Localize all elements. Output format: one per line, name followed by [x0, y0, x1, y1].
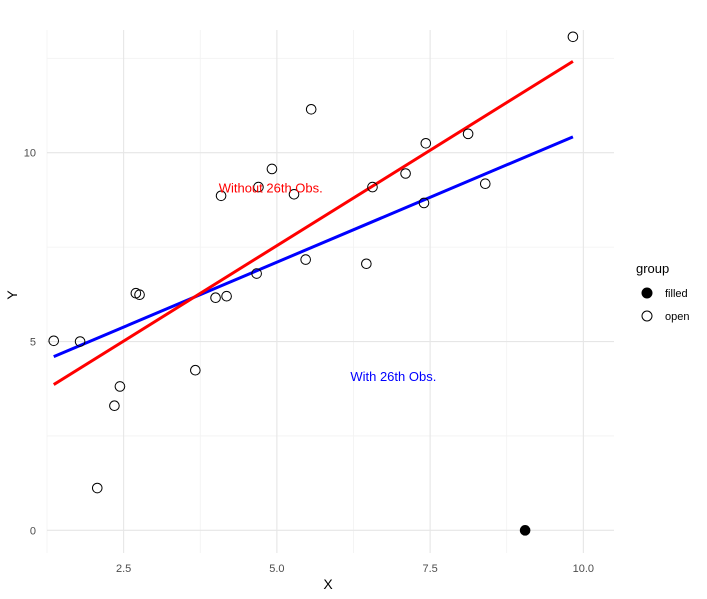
data-point-open	[251, 268, 262, 279]
data-point-open	[361, 258, 372, 270]
data-point-filled	[519, 525, 531, 536]
data-point-open	[367, 181, 378, 193]
x-tick-label: 5.0	[269, 563, 284, 575]
fit-line	[53, 135, 574, 359]
data-point-open	[479, 178, 491, 189]
legend-filled-marker	[641, 287, 653, 299]
x-tick-label: 2.5	[116, 563, 131, 575]
data-point-open	[266, 163, 278, 175]
x-tick-label: 7.5	[422, 563, 437, 575]
y-tick-label: 5	[30, 337, 36, 349]
data-point-open	[420, 137, 432, 149]
data-point-open	[305, 103, 317, 115]
y-tick-labels: 0 5 10	[24, 148, 36, 538]
data-point-open	[462, 128, 474, 140]
data-point-open	[114, 381, 126, 392]
x-axis-title: X	[323, 576, 333, 592]
data-point-open	[74, 336, 86, 347]
data-point-open	[567, 31, 579, 43]
data-point-open	[215, 190, 227, 202]
y-tick-label: 0	[30, 525, 36, 537]
annotation-label: With 26th Obs.	[350, 369, 436, 384]
data-point-open	[418, 197, 430, 209]
x-tick-label: 10.0	[573, 563, 594, 575]
y-tick-label: 10	[24, 148, 36, 160]
fit-lines	[52, 60, 574, 386]
data-point-open	[221, 290, 232, 302]
data-point-open	[210, 292, 221, 304]
x-tick-labels: 2.5 5.0 7.5 10.0	[116, 563, 594, 575]
legend-open-label: open	[665, 311, 689, 323]
data-point-open	[300, 254, 311, 265]
legend: group filled open	[636, 261, 689, 323]
legend-open-marker	[641, 310, 653, 322]
data-point-open	[91, 482, 103, 494]
data-point-open	[400, 168, 411, 179]
annotation-label: Without 26th Obs.	[219, 180, 323, 195]
legend-filled-label: filled	[665, 288, 688, 300]
data-point-open	[109, 400, 120, 412]
data-point-open	[253, 181, 264, 193]
data-points	[48, 31, 579, 536]
y-axis-title: Y	[4, 290, 20, 300]
data-point-open	[288, 188, 300, 200]
data-point-open	[190, 364, 201, 376]
data-point-open	[48, 335, 60, 347]
annotations: Without 26th Obs. With 26th Obs.	[219, 180, 437, 384]
fit-line	[52, 60, 574, 386]
data-point-open	[134, 289, 145, 301]
grid	[46, 30, 614, 553]
legend-title: group	[636, 261, 669, 276]
